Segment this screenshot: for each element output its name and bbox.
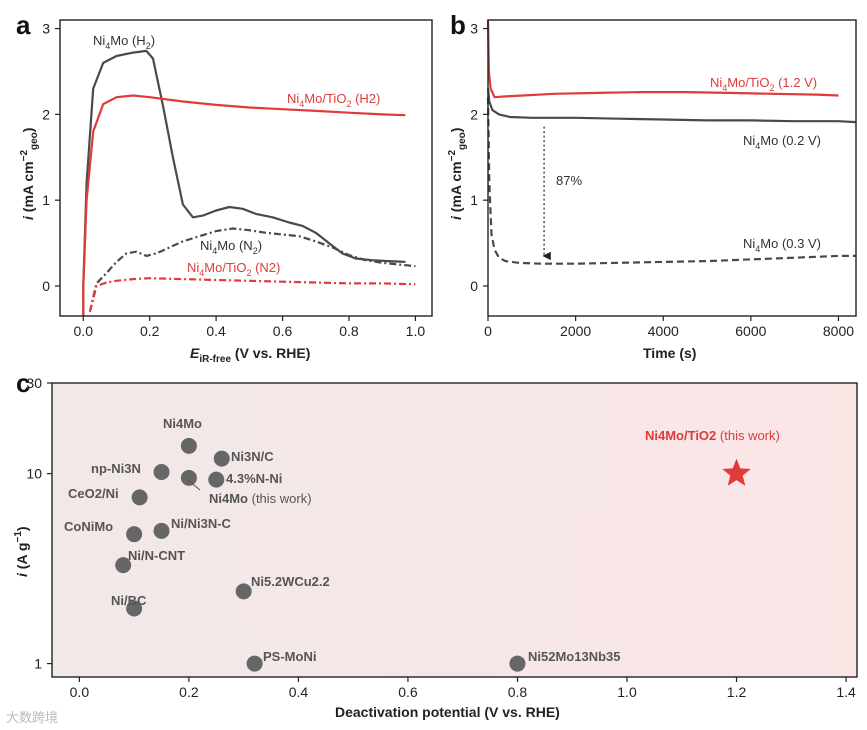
panel-a-chart: 0.0 0.2 0.4 0.6 0.8 1.0 0 1 2 3 Ni4Mo (H2) Ni4Mo/… bbox=[19, 19, 433, 365]
c-xtick-label-1: 0.2 bbox=[179, 684, 199, 700]
c-xtick-label-0: 0.0 bbox=[70, 684, 90, 700]
pt-label-niwcu: Ni5.2WCu2.2 bbox=[251, 574, 330, 589]
pt-label-nimonb: Ni52Mo13Nb35 bbox=[528, 649, 620, 664]
point-ni5-2wcu2-2 bbox=[235, 583, 252, 600]
c-xtick-label-4: 0.8 bbox=[508, 684, 528, 700]
xtick-label-b-4: 8000 bbox=[823, 323, 854, 339]
pt-label-nibc: Ni/BC bbox=[111, 593, 147, 608]
star-label: Ni4Mo/TiO2 (this work) bbox=[645, 428, 780, 443]
point-ni52mo13nb35 bbox=[509, 655, 526, 672]
point-np-ni3n bbox=[153, 463, 170, 480]
label-ni4mo-n2: Ni4Mo (N2) bbox=[200, 238, 262, 256]
label-b-ni4mo-02: Ni4Mo (0.2 V) bbox=[743, 133, 821, 151]
c-xtick-label-3: 0.6 bbox=[398, 684, 418, 700]
point-ni4mo bbox=[180, 437, 197, 454]
point-ni-ni3n-c bbox=[153, 522, 170, 539]
point-ni-n-cnt bbox=[115, 557, 132, 574]
panel-b-frame bbox=[487, 19, 857, 317]
series-a-ni4mo-tio2-n2 bbox=[88, 277, 416, 312]
pt-label-ni3nc: Ni3N/C bbox=[231, 449, 274, 464]
xtick-label-b-0: 0 bbox=[484, 323, 492, 339]
xtick-label-a-0: 0.0 bbox=[74, 323, 94, 339]
c-ytick-label-2: 30 bbox=[26, 375, 42, 391]
ytick-label-a-3: 3 bbox=[42, 21, 50, 37]
point-ni4mo-this-work bbox=[180, 469, 197, 486]
ytick-label-b-1: 1 bbox=[470, 192, 478, 208]
c-ytick-label-1: 10 bbox=[26, 466, 42, 482]
point-conimo bbox=[126, 526, 143, 543]
ytick-label-b-0: 0 bbox=[470, 278, 478, 294]
c-xtick-label-5: 1.0 bbox=[617, 684, 637, 700]
pt-label-ni4mo: Ni4Mo bbox=[163, 416, 202, 431]
pt-label-nini3nc: Ni/Ni3N-C bbox=[171, 516, 232, 531]
ytick-label-b-2: 2 bbox=[470, 106, 478, 122]
xtick-label-b-2: 4000 bbox=[648, 323, 679, 339]
series-a-ni4mo-tio2-h2 bbox=[82, 94, 406, 316]
point-ni3n-c bbox=[213, 450, 230, 467]
label-ni4mo-tio2-n2: Ni4Mo/TiO2 (N2) bbox=[187, 260, 280, 278]
panel-c-xlabel: Deactivation potential (V vs. RHE) bbox=[335, 704, 560, 720]
point-4-3-n-ni bbox=[208, 471, 225, 488]
label-ni4mo-tio2-h2: Ni4Mo/TiO2 (H2) bbox=[287, 91, 380, 109]
panel-a-xlabel: EiR-free (V vs. RHE) bbox=[190, 345, 310, 365]
c-xtick-label-6: 1.2 bbox=[727, 684, 747, 700]
series-b-ni4mo-tio2-1-2-v bbox=[486, 19, 839, 99]
star-marker-ni4mo-tio2 bbox=[722, 458, 751, 486]
xtick-label-a-1: 0.2 bbox=[140, 323, 160, 339]
ytick-label-a-2: 2 bbox=[42, 106, 50, 122]
ytick-label-b-3: 3 bbox=[470, 21, 478, 37]
pt-label-conimo: CoNiMo bbox=[64, 519, 113, 534]
point-ceo2-ni bbox=[131, 489, 148, 506]
point-ps-moni bbox=[246, 655, 263, 672]
panel-a-ylabel: i (mA cm−2geo) bbox=[19, 128, 40, 220]
xtick-label-b-1: 2000 bbox=[560, 323, 591, 339]
xtick-label-a-5: 1.0 bbox=[406, 323, 426, 339]
panel-b-chart: 0 2000 4000 6000 8000 0 1 2 3 87% Ni4Mo/TiO2 (1.… bbox=[447, 19, 857, 361]
panel-a-frame bbox=[59, 19, 433, 317]
xtick-label-b-3: 6000 bbox=[735, 323, 766, 339]
ytick-label-a-0: 0 bbox=[42, 278, 50, 294]
decay-percent-label: 87% bbox=[556, 173, 582, 188]
pt-label-ceo2: CeO2/Ni bbox=[68, 486, 119, 501]
xtick-label-a-2: 0.4 bbox=[206, 323, 226, 339]
watermark: 大数跨境 bbox=[6, 710, 58, 725]
pt-label-43n: 4.3%N-Ni bbox=[226, 471, 282, 486]
panel-letter-b: b bbox=[450, 10, 466, 40]
label-ni4mo-h2: Ni4Mo (H2) bbox=[93, 33, 155, 51]
pt-label-npni3n: np-Ni3N bbox=[91, 461, 141, 476]
panel-c-ylabel: i (A g−1) bbox=[13, 526, 30, 577]
panel-b-ylabel: i (mA cm−2geo) bbox=[447, 128, 468, 220]
panel-c-background bbox=[52, 383, 857, 677]
this-work-pointer bbox=[187, 479, 201, 491]
pt-label-ni4mo-this-work: Ni4Mo (this work) bbox=[209, 491, 312, 506]
c-xtick-label-7: 1.4 bbox=[836, 684, 856, 700]
point-ni-bc bbox=[126, 600, 143, 617]
pt-label-nincnt: Ni/N-CNT bbox=[128, 548, 185, 563]
label-b-ni4mo-03: Ni4Mo (0.3 V) bbox=[743, 236, 821, 254]
series-b-ni4mo-0-2-v bbox=[486, 88, 857, 124]
ytick-label-a-1: 1 bbox=[42, 192, 50, 208]
series-a-ni4mo-n2 bbox=[88, 227, 416, 312]
c-ytick-label-0: 1 bbox=[34, 656, 42, 672]
panel-c-frame bbox=[51, 382, 858, 678]
label-b-ni4mo-tio2: Ni4Mo/TiO2 (1.2 V) bbox=[710, 75, 817, 93]
xtick-label-a-4: 0.8 bbox=[339, 323, 359, 339]
panel-letter-c: c bbox=[16, 368, 30, 398]
series-b-ni4mo-0-3-v bbox=[486, 97, 856, 265]
point-labels: Ni4Mo Ni3N/C np-Ni3N 4.3%N-Ni Ni4Mo (thi… bbox=[64, 416, 780, 664]
panel-c-chart: 0.0 0.2 0.4 0.6 0.8 1.0 1.2 1.4 1 10 30 Ni4Mo Ni3N… bbox=[13, 375, 858, 720]
panel-b-xlabel: Time (s) bbox=[643, 345, 696, 361]
panel-letter-a: a bbox=[16, 10, 31, 40]
pt-label-psmoni: PS-MoNi bbox=[263, 649, 316, 664]
xtick-label-a-3: 0.6 bbox=[273, 323, 293, 339]
c-xtick-label-2: 0.4 bbox=[289, 684, 309, 700]
